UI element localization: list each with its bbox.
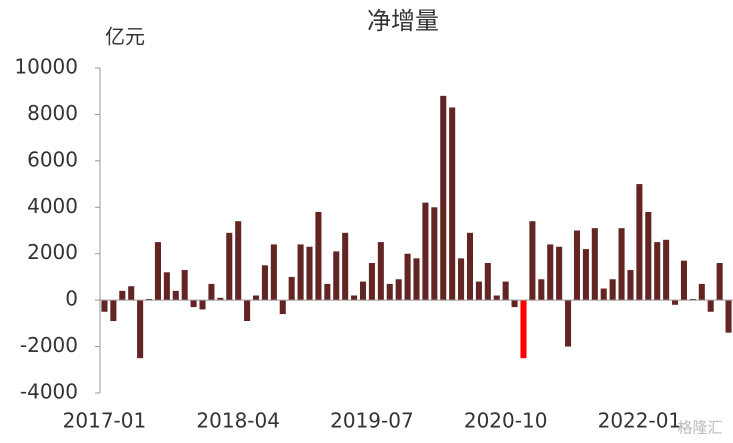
bar — [538, 279, 545, 301]
bar — [226, 232, 233, 301]
bar — [368, 263, 375, 301]
bar — [324, 283, 331, 301]
bar — [244, 300, 251, 322]
bar — [270, 244, 277, 301]
bar — [208, 283, 215, 301]
bar — [511, 300, 518, 308]
bar — [154, 242, 161, 301]
bar — [146, 298, 153, 301]
bar — [627, 269, 634, 301]
bar — [582, 249, 589, 301]
bar — [609, 279, 616, 301]
bar — [306, 246, 313, 301]
bar — [458, 258, 465, 301]
bar — [636, 184, 643, 301]
y-tick-label: 0 — [65, 287, 78, 311]
bar — [217, 297, 224, 301]
bar — [422, 202, 429, 301]
bar — [654, 242, 661, 301]
bar — [252, 295, 260, 301]
bar — [716, 263, 723, 301]
bar — [484, 263, 491, 301]
y-tick-label: -2000 — [20, 333, 78, 357]
bar — [591, 228, 598, 301]
bar — [199, 300, 206, 310]
bar — [288, 276, 295, 301]
bar — [119, 290, 126, 301]
bar — [315, 211, 322, 301]
bar — [101, 300, 108, 312]
bar — [672, 300, 679, 305]
bar — [172, 290, 179, 301]
bar — [261, 265, 268, 301]
bar — [351, 295, 358, 301]
bar — [181, 269, 188, 301]
bar — [163, 272, 170, 301]
bar — [342, 232, 349, 301]
y-tick-label: 8000 — [27, 101, 78, 125]
bar — [618, 228, 625, 301]
chart-title: 净增量 — [367, 7, 439, 35]
bar — [529, 221, 536, 301]
x-tick-label: 2017-01 — [63, 409, 147, 433]
bar — [413, 258, 420, 301]
bar — [297, 244, 304, 301]
bar — [377, 242, 384, 301]
bar — [449, 107, 456, 301]
y-tick-label: 6000 — [27, 147, 78, 171]
bar — [404, 253, 411, 301]
bar — [431, 207, 438, 301]
bar — [466, 232, 474, 301]
x-tick-label: 2022-01 — [598, 409, 682, 433]
watermark: 格隆汇 — [677, 419, 722, 437]
bar — [645, 211, 652, 301]
bar — [680, 260, 687, 301]
y-tick-label: 4000 — [27, 194, 78, 218]
bar — [689, 298, 696, 301]
bar — [556, 246, 563, 301]
y-tick-label: 10000 — [14, 55, 78, 79]
bar — [395, 279, 402, 301]
bar — [573, 230, 581, 301]
bar — [386, 283, 393, 301]
bar — [190, 300, 197, 308]
bar — [128, 286, 135, 301]
bar — [565, 300, 572, 347]
x-tick-label: 2019-07 — [330, 409, 414, 433]
bar — [600, 288, 607, 301]
bar — [725, 300, 732, 333]
bar — [475, 281, 482, 301]
bar — [279, 300, 286, 315]
y-tick-label: -4000 — [20, 380, 78, 404]
bar — [137, 300, 144, 359]
bar — [547, 244, 554, 301]
y-unit-label: 亿元 — [105, 25, 145, 49]
x-tick-label: 2018-04 — [196, 409, 280, 433]
bar — [698, 283, 705, 301]
x-tick-label: 2020-10 — [464, 409, 548, 433]
bar — [440, 95, 447, 301]
bar — [502, 281, 509, 301]
bar — [359, 281, 367, 301]
bar — [707, 300, 714, 312]
bar — [333, 251, 340, 301]
bar — [520, 300, 527, 359]
y-tick-label: 2000 — [27, 240, 78, 264]
bar — [663, 239, 670, 301]
bar — [235, 221, 242, 301]
bar — [493, 295, 500, 301]
bar — [110, 300, 117, 322]
